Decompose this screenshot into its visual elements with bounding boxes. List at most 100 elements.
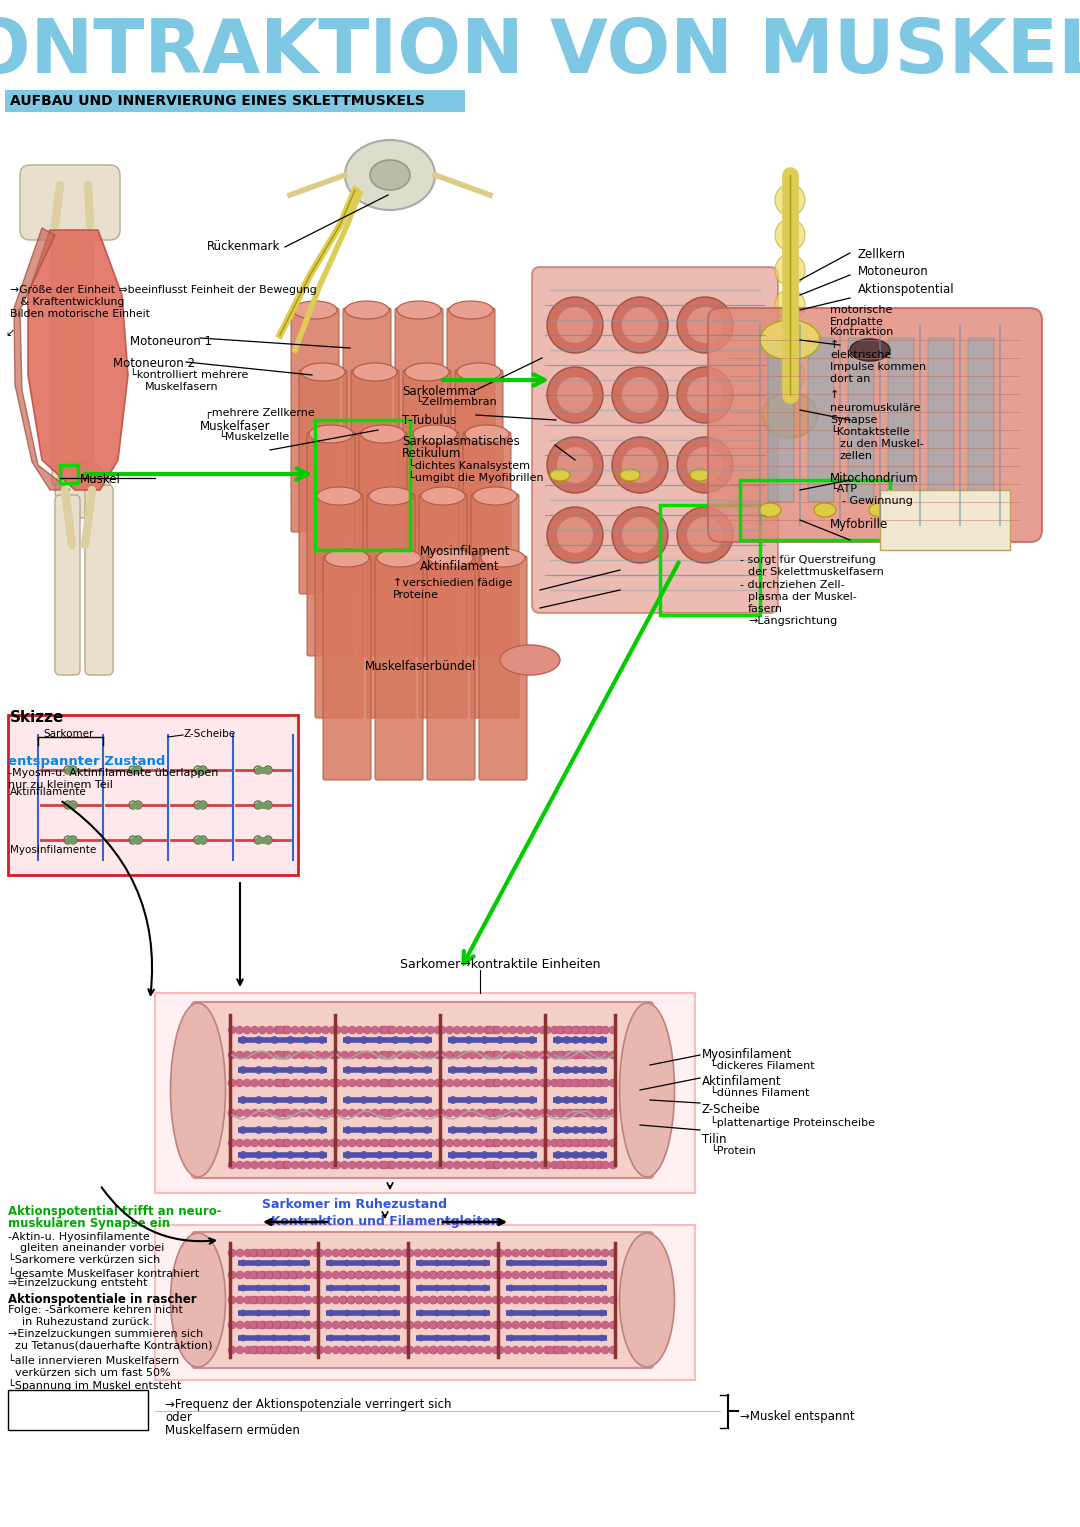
Circle shape	[454, 1296, 461, 1304]
Circle shape	[501, 1026, 509, 1034]
Text: └Spannung im Muskel entsteht: └Spannung im Muskel entsteht	[8, 1379, 181, 1391]
Circle shape	[235, 1080, 244, 1087]
Circle shape	[360, 1260, 366, 1266]
Circle shape	[329, 1080, 337, 1087]
Ellipse shape	[429, 550, 473, 567]
Text: verkürzen sich um fast 50%: verkürzen sich um fast 50%	[15, 1368, 171, 1377]
Circle shape	[408, 1151, 415, 1159]
Circle shape	[612, 366, 669, 423]
Circle shape	[481, 1037, 488, 1043]
Circle shape	[602, 1296, 609, 1304]
Text: └Muskelzelle: └Muskelzelle	[218, 432, 289, 441]
Circle shape	[275, 1249, 283, 1257]
Circle shape	[361, 1151, 367, 1159]
Circle shape	[598, 1066, 606, 1073]
Text: └plattenartige Proteinscheibe: └plattenartige Proteinscheibe	[710, 1116, 875, 1128]
Circle shape	[453, 1321, 461, 1328]
Circle shape	[258, 1139, 267, 1147]
Circle shape	[302, 1335, 308, 1341]
Circle shape	[558, 1109, 566, 1116]
Circle shape	[581, 1109, 589, 1116]
Circle shape	[581, 1139, 589, 1147]
Text: └Zellmembran: └Zellmembran	[415, 397, 497, 408]
FancyBboxPatch shape	[968, 337, 994, 502]
Circle shape	[530, 1286, 537, 1290]
Circle shape	[392, 1127, 399, 1133]
Circle shape	[543, 1161, 551, 1170]
Text: motorische: motorische	[831, 305, 892, 315]
Circle shape	[554, 1260, 559, 1266]
Circle shape	[609, 1026, 617, 1034]
Circle shape	[554, 1151, 562, 1159]
Circle shape	[543, 1270, 551, 1280]
Circle shape	[556, 1139, 564, 1147]
Circle shape	[288, 1345, 296, 1354]
Text: Motoneuron 2: Motoneuron 2	[113, 357, 195, 370]
FancyBboxPatch shape	[367, 495, 415, 718]
Ellipse shape	[370, 160, 410, 189]
Circle shape	[585, 1296, 593, 1304]
Circle shape	[291, 1270, 299, 1280]
Circle shape	[434, 1286, 440, 1290]
FancyBboxPatch shape	[156, 1225, 696, 1380]
Circle shape	[345, 1310, 350, 1316]
Circle shape	[460, 1296, 469, 1304]
Circle shape	[434, 1335, 440, 1341]
Circle shape	[460, 1270, 469, 1280]
Circle shape	[252, 1249, 259, 1257]
Ellipse shape	[397, 301, 441, 319]
Circle shape	[566, 1139, 573, 1147]
Circle shape	[494, 1161, 501, 1170]
Circle shape	[429, 1345, 437, 1354]
Circle shape	[287, 1127, 294, 1133]
FancyBboxPatch shape	[52, 192, 93, 489]
Circle shape	[340, 1109, 349, 1116]
Circle shape	[453, 1345, 461, 1354]
Circle shape	[577, 1310, 582, 1316]
Circle shape	[449, 1127, 457, 1133]
Circle shape	[450, 1335, 456, 1341]
Circle shape	[363, 1270, 372, 1280]
Circle shape	[408, 1096, 415, 1104]
Circle shape	[578, 1296, 585, 1304]
Circle shape	[559, 1270, 567, 1280]
Circle shape	[243, 1026, 252, 1034]
Circle shape	[556, 1161, 564, 1170]
Circle shape	[677, 437, 733, 493]
Circle shape	[273, 1161, 282, 1170]
Circle shape	[581, 1127, 588, 1133]
Circle shape	[687, 377, 723, 412]
Circle shape	[386, 1161, 394, 1170]
Circle shape	[376, 1260, 382, 1266]
Circle shape	[394, 1321, 402, 1328]
Circle shape	[461, 1161, 469, 1170]
Circle shape	[554, 1249, 562, 1257]
Circle shape	[569, 1270, 578, 1280]
Text: Motoneuron 1: Motoneuron 1	[130, 334, 212, 348]
Circle shape	[378, 1270, 387, 1280]
Circle shape	[265, 1321, 273, 1328]
Circle shape	[513, 1151, 519, 1159]
Text: Aktinfilamente: Aktinfilamente	[10, 786, 86, 797]
Circle shape	[594, 1161, 602, 1170]
Circle shape	[536, 1249, 543, 1257]
Circle shape	[240, 1260, 246, 1266]
Text: zu Tetanus(dauerhafte Kontraktion): zu Tetanus(dauerhafte Kontraktion)	[15, 1341, 213, 1351]
Circle shape	[497, 1127, 504, 1133]
Circle shape	[372, 1270, 379, 1280]
Circle shape	[355, 1161, 364, 1170]
Text: zellen: zellen	[840, 450, 873, 461]
Circle shape	[461, 1345, 469, 1354]
Circle shape	[332, 1249, 340, 1257]
Circle shape	[516, 1109, 524, 1116]
Circle shape	[484, 1270, 492, 1280]
Circle shape	[486, 1080, 494, 1087]
Circle shape	[244, 1321, 252, 1328]
Circle shape	[481, 1127, 488, 1133]
Circle shape	[406, 1270, 414, 1280]
Circle shape	[579, 1139, 586, 1147]
Circle shape	[438, 1080, 446, 1087]
Circle shape	[602, 1345, 609, 1354]
Circle shape	[519, 1249, 528, 1257]
Circle shape	[558, 1139, 566, 1147]
